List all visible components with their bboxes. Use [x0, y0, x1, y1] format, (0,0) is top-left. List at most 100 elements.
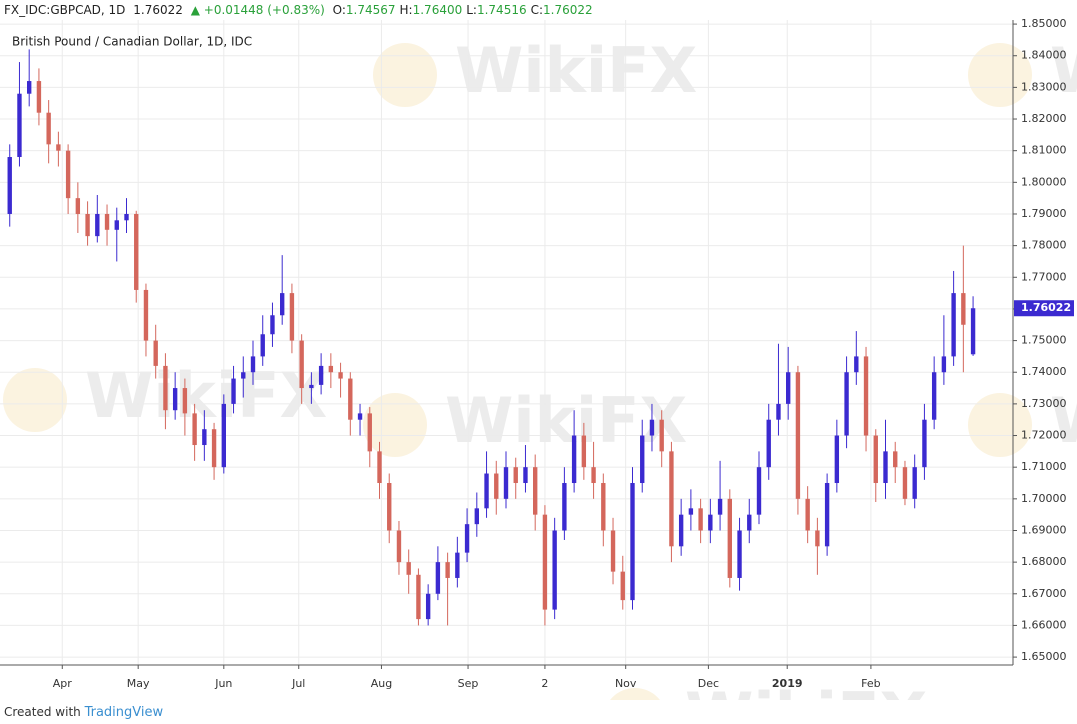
candle-body	[250, 356, 256, 373]
candle-body	[396, 530, 402, 563]
y-tick-label: 1.75000	[1021, 334, 1067, 347]
candle-body	[377, 451, 382, 484]
candle-body	[533, 467, 538, 515]
candle-body	[241, 372, 246, 379]
watermark: WikiFX	[1050, 384, 1077, 457]
candle-body	[883, 451, 888, 484]
candle-body	[922, 419, 927, 468]
x-tick-label: 2019	[772, 677, 803, 690]
candle-body	[805, 498, 810, 531]
candle-body	[951, 293, 956, 357]
y-tick-label: 1.72000	[1021, 429, 1067, 442]
candle-body	[211, 429, 217, 468]
candle-body	[27, 81, 32, 94]
candle-body	[591, 467, 596, 484]
candle-body	[756, 467, 762, 515]
candle-body	[46, 112, 51, 145]
change: ▲ +0.01448 (+0.83%)	[190, 3, 325, 17]
candle-body	[134, 213, 139, 290]
candle-body	[727, 498, 732, 578]
ohlc-value: 1.74567	[345, 3, 396, 17]
candle-body	[7, 157, 12, 214]
candle-body	[542, 514, 548, 610]
x-tick-label: 2	[541, 677, 548, 690]
x-tick-label: Sep	[458, 677, 479, 690]
candle-body	[95, 213, 100, 237]
candle-body	[601, 483, 606, 531]
candle-body	[630, 483, 635, 601]
candle-body	[795, 372, 801, 499]
last-price-box	[1014, 300, 1074, 317]
candle-body	[571, 435, 577, 484]
candle-body	[912, 467, 917, 499]
candle-body	[153, 340, 158, 366]
ohlc-key: H:	[399, 3, 413, 17]
watermark-logo	[363, 393, 427, 457]
candle-body	[610, 530, 616, 572]
watermark: WikiFX	[445, 384, 687, 457]
candle-body	[523, 467, 528, 484]
watermark-logo	[610, 688, 660, 700]
candle-body	[494, 473, 499, 499]
chart: WikiFX WikiFX WikiFX WikiFX WikiFX WikiFX Bri…	[0, 17, 1077, 700]
candle-body	[202, 429, 207, 446]
candle-body	[289, 293, 295, 341]
candle-body	[172, 388, 178, 411]
ohlc-value: 1.76022	[543, 3, 593, 17]
candle-body	[678, 514, 684, 547]
candle-body	[834, 435, 840, 484]
y-tick-label: 1.65000	[1021, 650, 1067, 663]
x-tick-label: Nov	[615, 677, 637, 690]
candle-body	[844, 372, 849, 436]
candle-body	[961, 293, 966, 325]
candle-body	[640, 435, 645, 484]
watermark: WikiFX	[455, 34, 697, 107]
candle-body	[698, 508, 703, 531]
footer-prefix: Created with	[4, 705, 81, 719]
candle-body	[357, 413, 363, 420]
candle-body	[114, 220, 119, 230]
y-tick-label: 1.81000	[1021, 144, 1067, 157]
x-tick-label: Dec	[698, 677, 719, 690]
candle-body	[338, 372, 343, 379]
candle-body	[367, 413, 372, 452]
candle-body	[708, 514, 713, 531]
candle-body	[445, 562, 450, 578]
candle-body	[737, 530, 742, 578]
candle-body	[17, 93, 22, 158]
x-tick-label: Jul	[291, 677, 305, 690]
candle-body	[464, 524, 470, 553]
candle-body	[669, 451, 674, 547]
candle-body	[552, 530, 557, 610]
candle-body	[328, 365, 334, 373]
ohlc-key: L:	[466, 3, 477, 17]
candle-body	[562, 483, 567, 531]
candle-body	[766, 419, 771, 468]
candle-body	[192, 413, 197, 446]
watermark: WikiFX	[685, 679, 927, 700]
candle-body	[484, 473, 489, 509]
candle-body	[902, 467, 908, 499]
chart-title: British Pound / Canadian Dollar, 1D, IDC	[12, 35, 252, 49]
y-tick-label: 1.67000	[1021, 587, 1067, 600]
candle-body	[941, 356, 947, 373]
candle-body	[970, 308, 976, 355]
candle-body	[221, 403, 226, 468]
candle-body	[270, 315, 275, 335]
y-tick-label: 1.73000	[1021, 397, 1067, 410]
candle-body	[503, 467, 509, 499]
x-tick-label: May	[127, 677, 150, 690]
candle-body	[163, 365, 168, 411]
last: 1.76022	[133, 3, 183, 17]
header: FX_IDC:GBPCAD, 1D 1.76022 ▲ +0.01448 (+0…	[4, 3, 601, 17]
watermarks: WikiFX WikiFX WikiFX WikiFX WikiFX WikiFX	[3, 34, 1077, 700]
y-tick-label: 1.84000	[1021, 49, 1067, 62]
ohlc: O:1.74567 H:1.76400 L:1.74516 C:1.76022	[333, 3, 597, 17]
last-price-label: 1.76022	[1021, 301, 1071, 314]
candle-body	[387, 483, 392, 531]
candle-body	[649, 419, 655, 436]
candle-body	[318, 365, 324, 385]
candle-body	[416, 574, 421, 620]
watermark-logo	[968, 393, 1032, 457]
